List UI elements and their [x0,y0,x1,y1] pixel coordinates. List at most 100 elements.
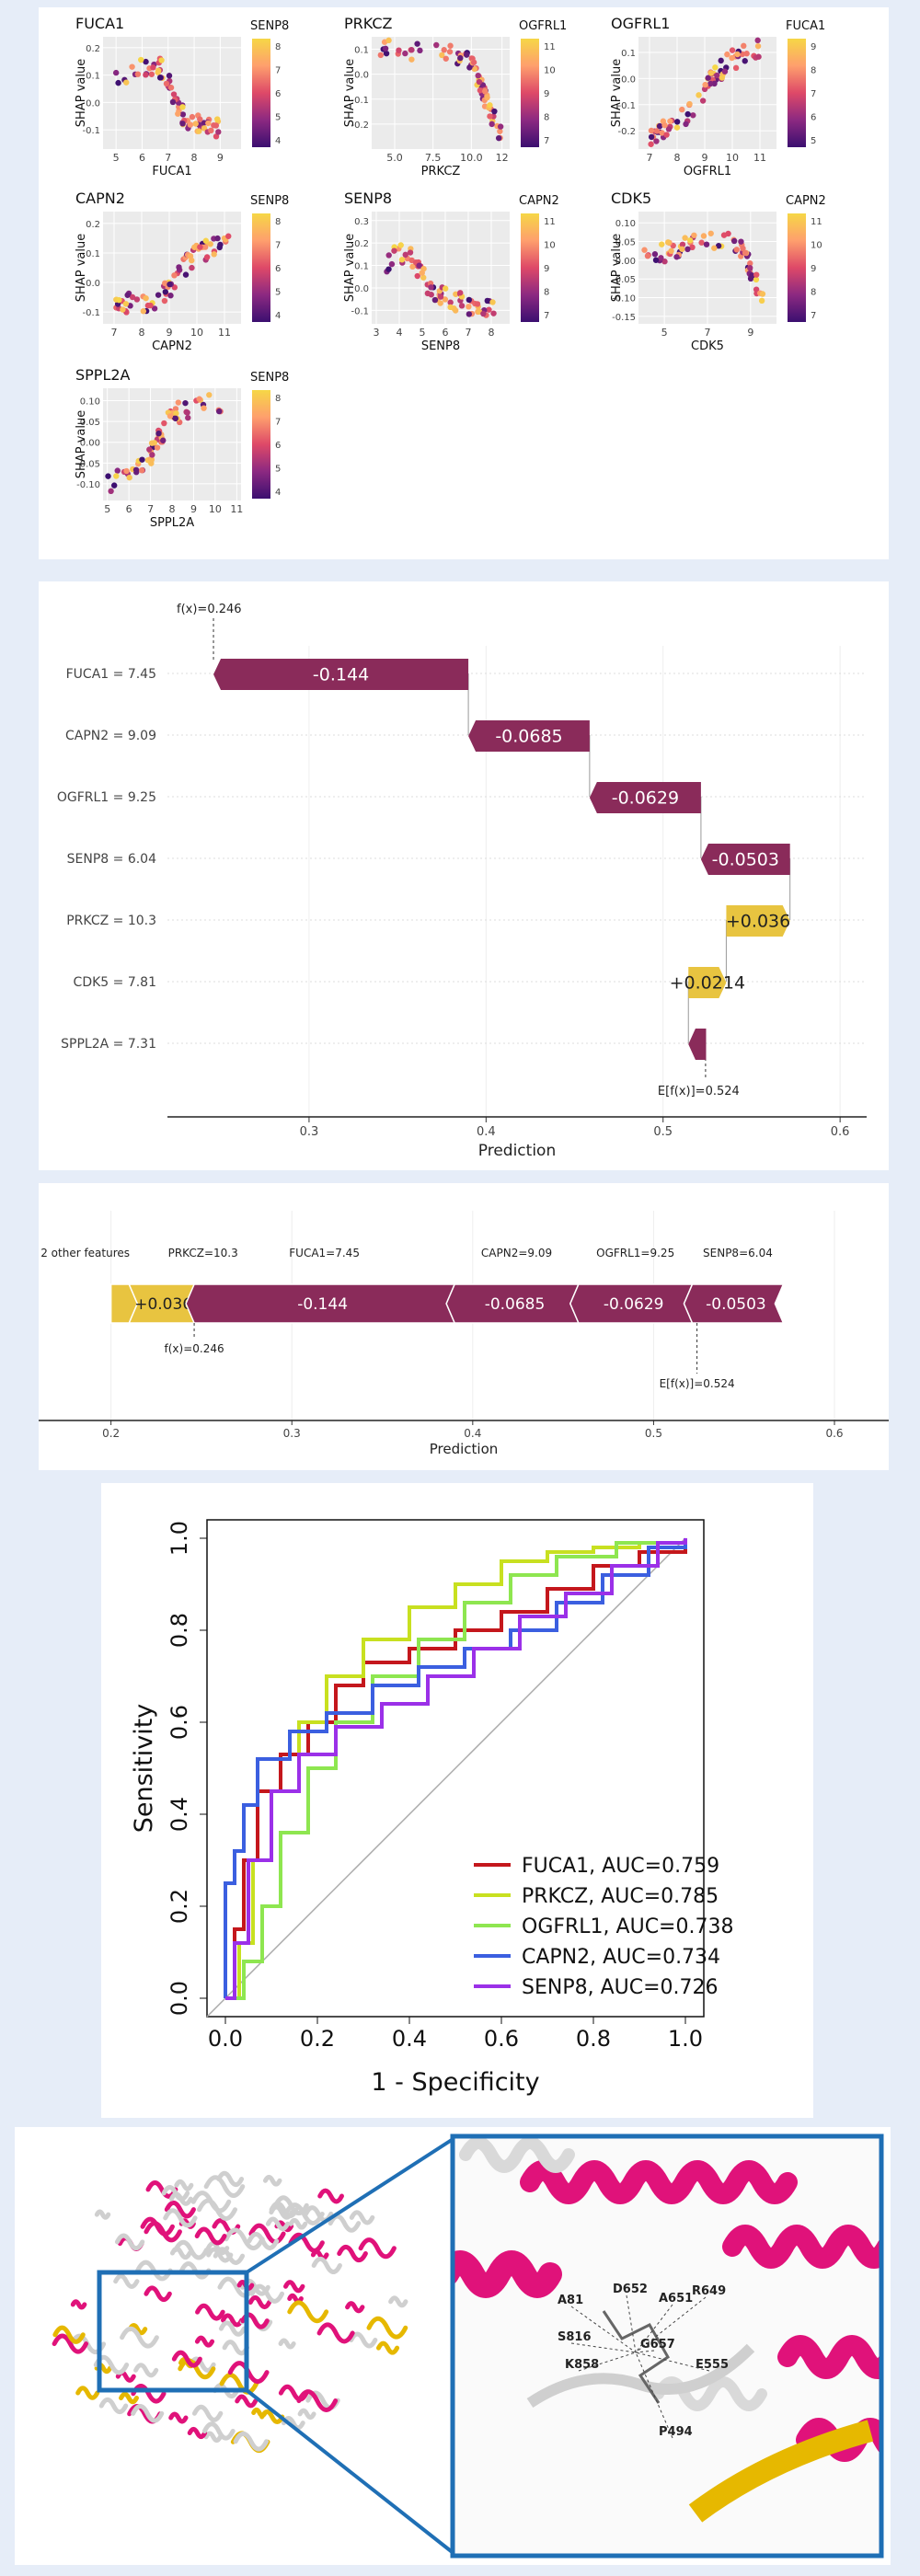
scatter-point [477,87,484,94]
scatter-point [707,230,714,236]
x-tick-label: 9 [747,327,753,339]
ribbon-segment [337,2244,368,2263]
scatter-point [213,122,220,129]
scatter-point [759,291,766,297]
scatter-point [495,134,502,142]
x-tick-label: 8 [139,327,145,339]
scatter-point [197,244,203,250]
ribbon-segment [297,2408,316,2421]
x-tick-label: 5.0 [386,152,403,164]
scatter-point [201,405,207,411]
x-axis-label: SENP8 [421,339,460,353]
scatter-point [172,415,178,422]
scatter-point [447,299,454,305]
ribbon-segment [163,2208,198,2228]
ribbon-segment [205,2241,230,2256]
negative-bar [700,844,790,875]
scatter-point [490,310,497,316]
ribbon-segment [131,2404,165,2423]
scatter-point [417,47,423,54]
scatter-point [110,482,118,489]
x-tick-label: 0.5 [653,1125,673,1139]
colorbar-tick: 7 [811,89,816,99]
scatter-point [707,80,714,87]
scatter-point [443,55,449,62]
scatter-point [641,247,648,253]
ribbon-segment [203,2175,246,2198]
y-axis-label: SHAP value [610,234,624,302]
scatter-point [108,488,114,495]
scatter-point [167,281,173,288]
bar-value-label: -0.0685 [495,727,562,747]
colorbar [788,213,806,322]
scatter-point [668,247,674,255]
scatter-point [442,296,449,303]
ribbon-segment [191,2404,224,2422]
scatter-point [758,297,765,305]
interaction-line [578,2352,637,2372]
x-tick-label: 0.3 [283,1427,301,1440]
scatter-point [171,272,178,279]
dependence-title: CAPN2 [75,190,125,207]
scatter-point [148,440,155,446]
bar-value-label: -0.144 [313,665,369,685]
ribbon-segment [278,2338,296,2350]
feature-label: CDK5 = 7.81 [74,975,156,990]
x-tick-label: 6 [443,327,449,339]
scatter-point [437,293,444,300]
scatter-point [175,399,182,406]
residue-label: P494 [659,2425,693,2439]
y-tick-label: -0.2 [351,121,369,131]
scatter-point [705,75,711,81]
scatter-point [396,47,402,53]
scatter-point [679,106,685,113]
scatter-point [202,237,209,244]
scatter-point [408,47,415,53]
scatter-point [738,238,744,245]
scatter-point [718,57,724,64]
scatter-point [170,91,178,98]
legend-label: PRKCZ, AUC=0.785 [522,1885,719,1908]
scatter-point [484,297,490,305]
residue-label: K858 [565,2358,599,2372]
ribbon-segment [127,2323,148,2336]
zoom-region-box [97,2270,249,2393]
scatter-point [441,47,447,53]
x-tick-label: 9 [167,327,173,339]
colorbar-tick: 5 [275,113,281,123]
x-axis-label: CDK5 [691,339,724,353]
ribbon-segment [273,2195,309,2216]
dependence-plot-cdk5: CDK5 5 7 9 0.10 0.05 0.00 -0.05 -0.10 -0.15 CDK5 SH… [610,190,826,353]
interaction-line [570,2306,637,2353]
scatter-point [160,437,167,443]
ribbon-segment [296,2389,339,2412]
colorbar-tick: 8 [275,217,281,227]
ribbon-segment [98,2397,129,2415]
colorbar-tick: 8 [275,394,281,404]
x-tick-label: 0.0 [208,2026,243,2052]
ribbon-segment [349,2331,378,2349]
colorbar [252,39,270,147]
roc-curve-line [225,1538,687,2000]
scatter-point [729,54,735,62]
scatter-point [487,102,493,109]
x-tick-label: 1.0 [668,2026,703,2052]
scatter-point [659,241,665,247]
scatter-point [476,78,483,86]
scatter-point [146,446,153,453]
x-tick-label: 11 [230,503,243,515]
scatter-point [743,51,750,57]
scatter-point [155,67,162,74]
efx-label: E[f(x)]=0.524 [660,1377,735,1390]
colorbar-title: OGFRL1 [519,19,567,33]
colorbar-tick: 9 [811,42,816,52]
segment-value-label: -0.0629 [604,1295,664,1314]
x-tick-label: 6 [139,152,145,164]
scatter-point [175,110,181,117]
scatter-point [414,40,420,47]
y-tick-label: 0.00 [80,439,100,449]
scatter-point [437,300,443,306]
scatter-point [151,305,158,312]
scatter-point [134,71,142,77]
colorbar-title: SENP8 [250,371,289,385]
